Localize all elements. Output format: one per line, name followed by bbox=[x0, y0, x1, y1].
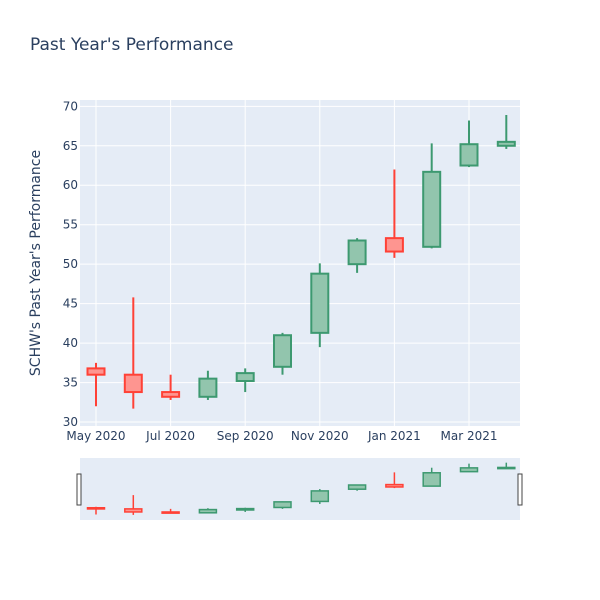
candle-body bbox=[235, 372, 255, 383]
candles bbox=[86, 114, 516, 409]
mini-candle bbox=[310, 489, 330, 504]
mini-candle bbox=[459, 463, 479, 473]
candle bbox=[384, 169, 404, 258]
mini-candle-body bbox=[86, 506, 106, 510]
y-tick-label: 60 bbox=[63, 178, 78, 192]
mini-candle bbox=[385, 472, 404, 489]
y-tick-label: 35 bbox=[63, 376, 78, 390]
candle bbox=[161, 374, 181, 400]
candle-body bbox=[459, 143, 479, 167]
mini-candle-body bbox=[273, 501, 292, 509]
mini-candle-body bbox=[385, 483, 404, 488]
candle-body bbox=[273, 334, 292, 368]
candle bbox=[86, 362, 106, 407]
candle bbox=[496, 114, 516, 149]
candle bbox=[422, 143, 442, 249]
candle-body bbox=[161, 391, 181, 398]
mini-candle-body bbox=[198, 508, 218, 514]
candle-body bbox=[422, 170, 442, 248]
candle bbox=[459, 120, 479, 168]
y-tick-label: 40 bbox=[63, 336, 78, 350]
mini-candle bbox=[347, 484, 367, 491]
y-axis-ticks: 30 35 40 45 50 55 60 65 70 bbox=[63, 99, 78, 429]
candle-body bbox=[384, 237, 404, 253]
x-tick-label: Mar 2021 bbox=[441, 429, 498, 443]
candle-body bbox=[496, 140, 516, 147]
mini-candle bbox=[422, 467, 441, 487]
x-tick-label: May 2020 bbox=[66, 429, 125, 443]
mini-candle bbox=[198, 508, 218, 514]
y-tick-label: 45 bbox=[63, 297, 78, 311]
mini-candle-body bbox=[459, 467, 479, 473]
mini-candle-body bbox=[422, 472, 441, 487]
candle bbox=[347, 238, 367, 273]
mini-candle bbox=[273, 501, 292, 509]
mini-candle bbox=[124, 495, 143, 515]
y-tick-label: 30 bbox=[63, 415, 78, 429]
mini-candle-body bbox=[497, 466, 516, 470]
candle-body bbox=[198, 377, 218, 398]
candle-body bbox=[86, 367, 106, 376]
range-slider-right-handle[interactable] bbox=[517, 473, 523, 506]
y-tick-label: 55 bbox=[63, 218, 78, 232]
candle-body bbox=[347, 239, 367, 266]
candle bbox=[235, 368, 255, 393]
mini-candle-body bbox=[124, 508, 143, 513]
x-tick-label: Jul 2020 bbox=[145, 429, 195, 443]
y-axis-label: SCHW's Past Year's Performance bbox=[28, 150, 44, 376]
mini-candle-body bbox=[347, 484, 367, 490]
x-tick-label: Nov 2020 bbox=[291, 429, 349, 443]
y-tick-label: 65 bbox=[63, 139, 78, 153]
y-tick-label: 70 bbox=[63, 99, 78, 113]
y-tick-label: 50 bbox=[63, 257, 78, 271]
candle bbox=[123, 297, 143, 409]
range-slider-left-handle[interactable] bbox=[76, 473, 82, 506]
mini-candle bbox=[161, 508, 180, 514]
chart-title: Past Year's Performance bbox=[30, 35, 234, 55]
mini-candle bbox=[235, 507, 255, 512]
mini-candle-body bbox=[235, 507, 255, 511]
x-tick-label: Jan 2021 bbox=[367, 429, 421, 443]
mini-candle bbox=[86, 506, 106, 515]
x-axis-ticks: May 2020 Jul 2020 Sep 2020 Nov 2020 Jan 2021… bbox=[66, 429, 497, 443]
mini-candle-body bbox=[310, 490, 330, 503]
horizontal-gridlines bbox=[80, 105, 520, 423]
plot-area bbox=[80, 100, 520, 426]
mini-candle bbox=[497, 462, 516, 470]
range-slider[interactable] bbox=[80, 458, 520, 520]
candle bbox=[198, 370, 218, 400]
candle-body bbox=[123, 373, 143, 394]
x-tick-label: Sep 2020 bbox=[217, 429, 274, 443]
range-slider-candles bbox=[86, 462, 516, 515]
candle-body bbox=[310, 272, 330, 334]
candle bbox=[310, 263, 330, 348]
mini-candle-body bbox=[161, 511, 180, 514]
candle bbox=[273, 332, 292, 375]
